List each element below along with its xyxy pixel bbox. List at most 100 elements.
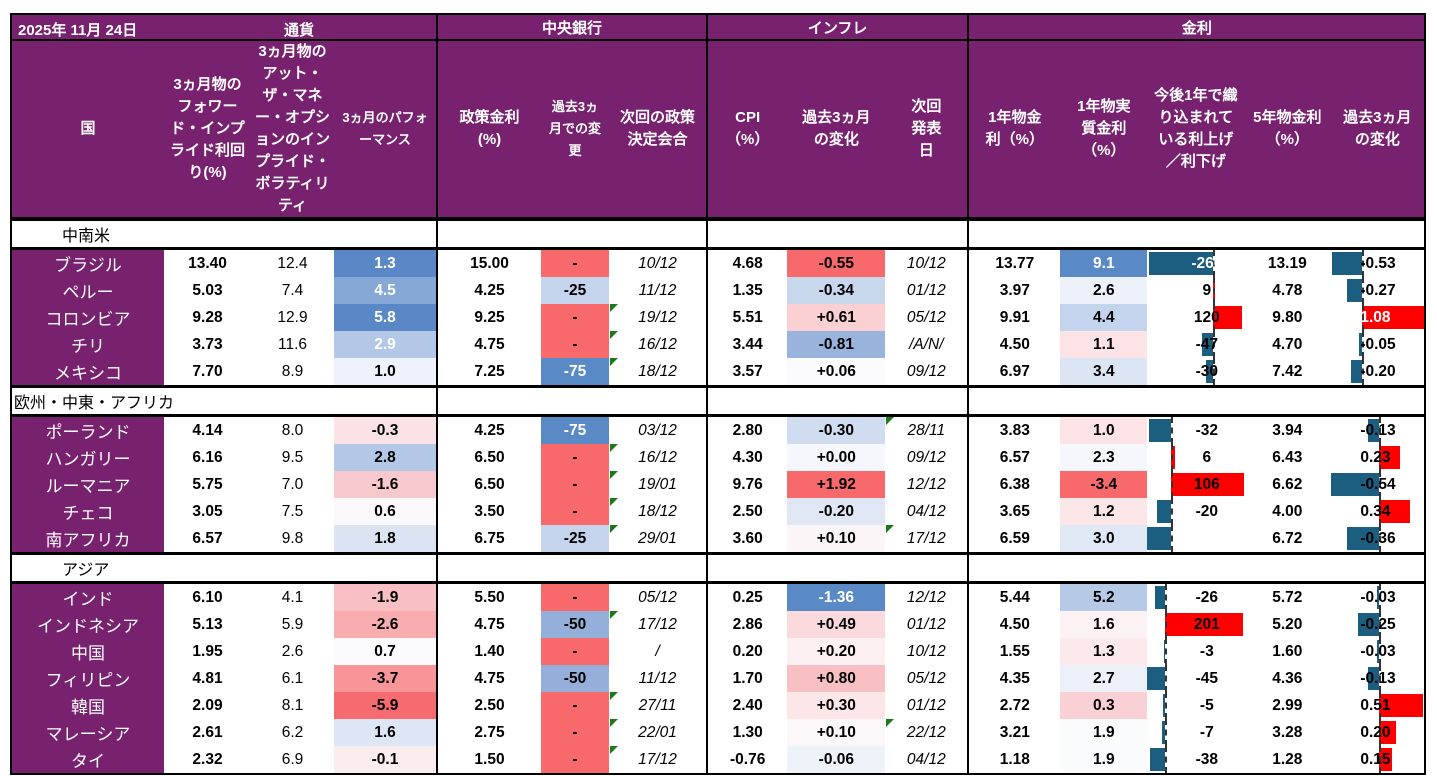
real-value: 1.0 [1093,421,1115,439]
real-value: 9.1 [1093,254,1115,272]
y1-value: 3.21 [999,723,1030,741]
rate-value: 6.75 [474,529,505,547]
y5-value: 4.36 [1272,669,1303,687]
cell-meet: 10/12 [609,248,708,277]
cell-y1: 6.59 [968,525,1060,554]
rate-value: 1.50 [474,750,505,768]
cell-meet: 11/12 [609,277,708,304]
fwd-value: 3.05 [192,502,223,520]
section-row: 中南米 [11,217,1426,250]
cpichg-value: +0.10 [816,723,856,741]
cell-perf: -1.9 [334,582,438,611]
country-name: ルーマニア [11,471,164,498]
col-next-release: 次回発表日 [885,39,970,221]
cell-y1: 4.50 [968,331,1060,358]
cell-priced: -38 [1147,746,1244,774]
cell-cpichg: -0.34 [787,277,886,304]
cell-y1: 2.72 [968,692,1060,719]
fwd-value: 5.13 [192,615,223,633]
section-spacer [437,385,708,417]
country-name: インドネシア [11,611,164,638]
cell-cpichg: +0.30 [787,692,886,719]
chg-value: -75 [563,362,587,380]
cell-real: 1.0 [1060,415,1148,444]
cell-chg: -25 [541,277,609,304]
cell-priced: 120 [1147,304,1244,331]
comment-flag-icon [610,498,618,506]
bar-axis [1379,611,1382,638]
priced-value: -7 [1199,723,1214,741]
rate-value: 4.75 [474,335,505,353]
country-name: インド [11,582,164,611]
meet-value: 18/12 [638,362,677,380]
bar-axis [1213,277,1216,304]
cell-cpichg: -0.20 [787,498,886,525]
data-bar [1379,694,1424,717]
cell-vol: 8.1 [251,692,334,719]
y5chg-value: -0.13 [1360,421,1396,439]
cell-priced: 201 [1147,611,1244,638]
section-spacer [968,217,1426,250]
fwd-value: 1.95 [192,642,223,660]
y1-value: 4.50 [999,615,1030,633]
cell-real: 1.2 [1060,498,1148,525]
cell-meet: 16/12 [609,444,708,471]
cell-y1: 3.97 [968,277,1060,304]
fwd-value: 9.28 [192,308,223,326]
cell-y5: 6.62 [1244,471,1330,498]
y5-value: 5.72 [1272,588,1303,606]
cpichg-value: +0.49 [816,615,856,633]
data-bar [1154,586,1165,609]
vol-value: 8.0 [281,421,304,439]
inflation-group-header: インフレ [707,14,970,40]
bar-axis [1213,250,1216,277]
cell-cpi: 2.86 [707,611,787,638]
cell-meet: 05/12 [609,582,708,611]
cell-meet: 17/12 [609,746,708,774]
cell-fwd: 4.81 [164,665,251,692]
cell-perf: 0.6 [334,498,438,525]
perf-value: 0.6 [374,502,396,520]
cell-meet: 11/12 [609,665,708,692]
cell-rel: 04/12 [885,498,970,525]
vol-value: 5.9 [281,615,304,633]
col-5y-change: 過去3ヵ月の変化 [1330,39,1426,221]
cpi-value: 9.76 [732,475,763,493]
y1-value: 5.44 [999,588,1030,606]
perf-value: 1.6 [374,723,396,741]
meet-value: 11/12 [638,669,677,687]
cell-priced: -26 [1147,583,1244,611]
meet-value: 11/12 [638,281,677,299]
real-value: 3.4 [1093,362,1115,380]
data-bar [1359,333,1363,356]
cell-priced: -7 [1147,719,1244,746]
data-bar [1206,360,1214,383]
comment-flag-icon [610,719,618,727]
cell-meet: 18/12 [609,358,708,387]
bar-axis [1379,471,1382,498]
data-bar [1148,419,1171,442]
cpi-value: 5.51 [732,308,763,326]
cell-rate: 4.75 [437,665,541,692]
cell-perf: -3.7 [334,665,438,692]
column-header-row: 国 3ヵ月物のフォワード・インプライド利回り(%) 3ヵ月物のアット・ザ・マネー… [11,39,1426,221]
cell-fwd: 2.09 [164,692,251,719]
cell-meet: 19/12 [609,304,708,331]
data-bar [1331,252,1363,275]
cell-perf: 2.9 [334,331,438,358]
cell-cpichg: +0.61 [787,304,886,331]
bar-axis [1379,417,1382,444]
meet-value: 17/12 [638,615,677,633]
priced-value: -26 [1195,588,1219,606]
cpi-value: 2.86 [732,615,763,633]
cell-meet: 16/12 [609,331,708,358]
rel-value: 05/12 [906,669,946,687]
cell-priced: -45 [1147,665,1244,692]
cell-y5: 2.99 [1244,692,1330,719]
meet-value: 18/12 [638,502,677,520]
rate-value: 2.75 [474,723,505,741]
bar-axis [1379,525,1382,552]
cell-chg: - [541,719,609,746]
table-row: タイ 2.32 6.9 -0.1 1.50 - 17/12 -0.76 -0.06 04/12 1.… [11,746,1425,774]
meet-value: 16/12 [638,335,677,353]
